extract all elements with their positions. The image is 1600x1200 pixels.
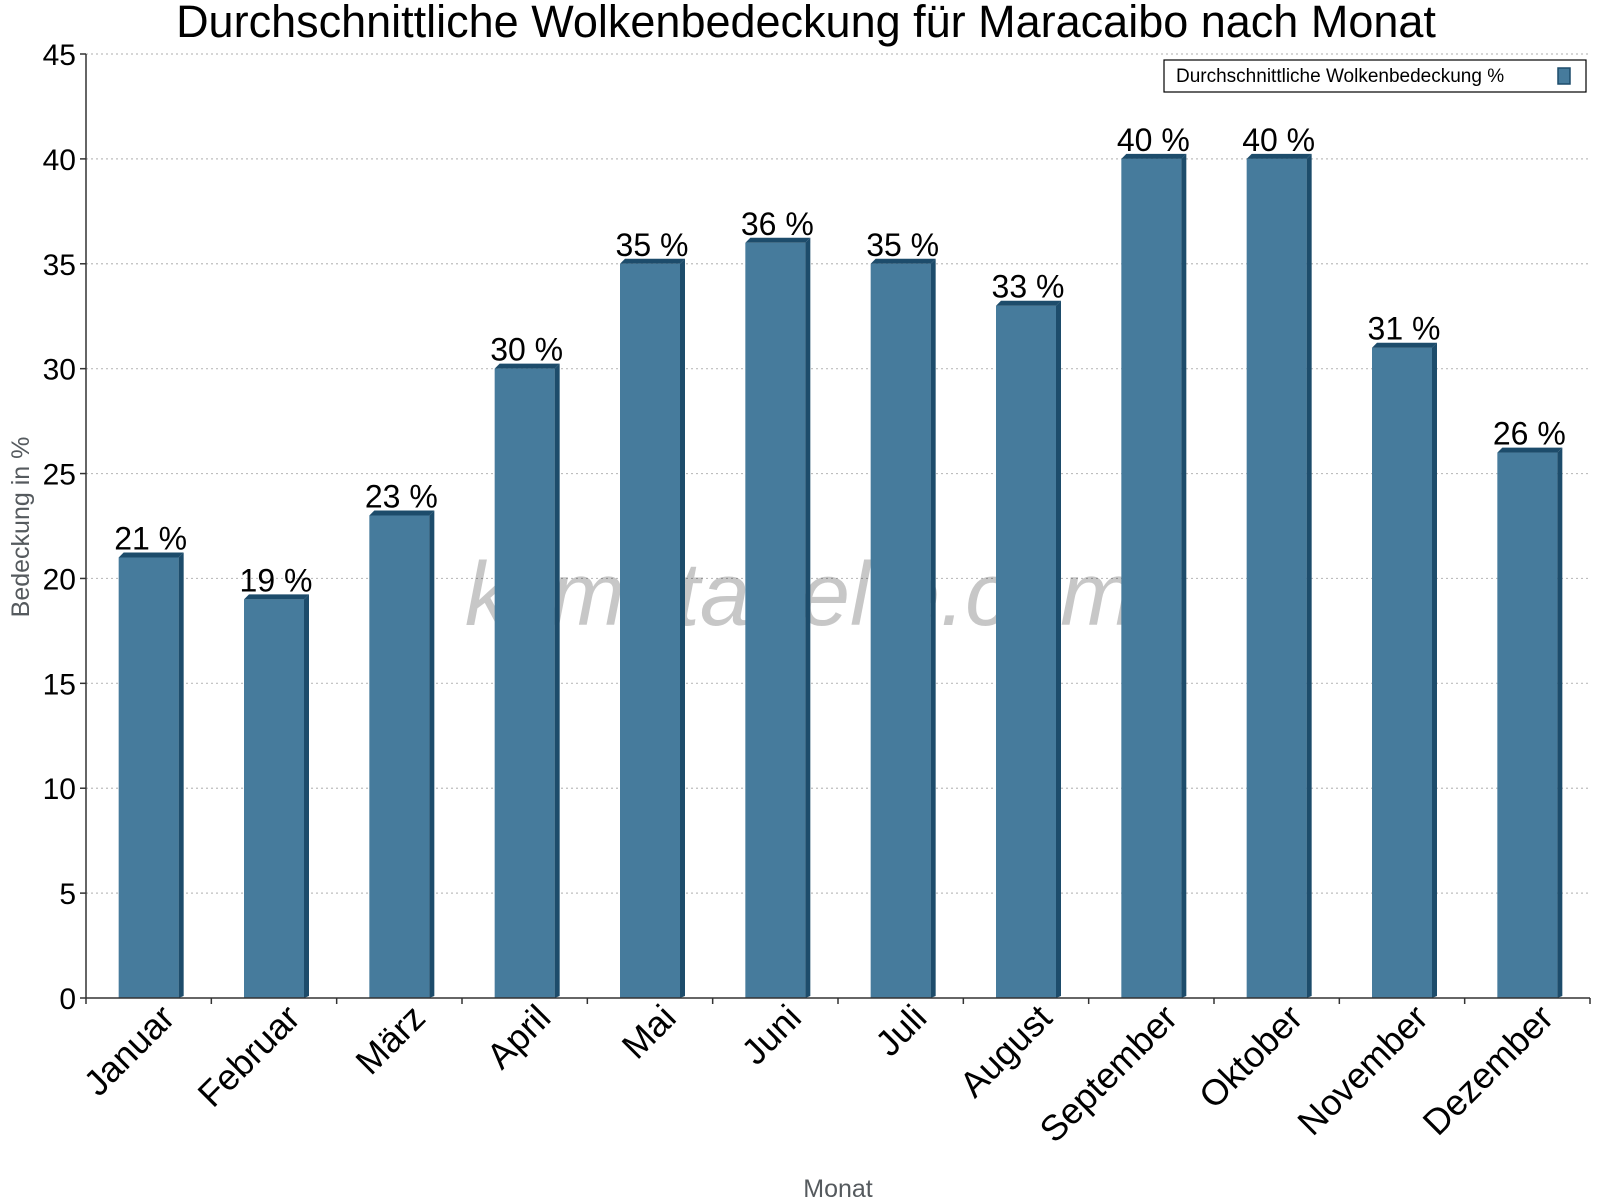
bar-top — [870, 258, 936, 264]
bar-top — [1497, 447, 1563, 453]
bar-top — [996, 300, 1061, 306]
bar — [870, 263, 931, 998]
bar-top — [620, 258, 685, 264]
bar-top — [1121, 153, 1187, 159]
x-tick-label: Februar — [190, 997, 308, 1115]
bar-side — [1306, 153, 1312, 998]
x-tick-label: April — [478, 997, 558, 1077]
data-label: 19 % — [240, 562, 313, 598]
bar-top — [745, 237, 811, 243]
bar-side — [554, 363, 560, 999]
x-tick-label: März — [347, 997, 433, 1083]
y-tick-label: 15 — [43, 668, 76, 701]
bar — [244, 599, 304, 998]
bar-side — [805, 237, 811, 999]
bar — [118, 557, 179, 998]
bar — [1497, 452, 1558, 999]
x-tick-label: Mai — [614, 997, 684, 1067]
bar-top — [244, 594, 309, 600]
bar-side — [680, 258, 685, 998]
y-tick-label: 10 — [43, 773, 76, 806]
bar-side — [1557, 447, 1563, 999]
bar-side — [429, 510, 435, 998]
bar-side — [304, 594, 309, 998]
y-tick-label: 20 — [43, 563, 76, 596]
data-labels: 21 % 19 % 23 % 30 % 35 % 36 % 35 % 33 % 40 % 40 %… — [114, 122, 1566, 599]
bar — [494, 368, 555, 999]
bar-top — [118, 552, 184, 558]
data-label: 23 % — [365, 479, 438, 515]
bar — [1372, 347, 1432, 998]
bar-side — [178, 552, 184, 998]
data-label: 26 % — [1493, 416, 1566, 452]
bar — [1121, 158, 1182, 998]
x-tick-label: Januar — [75, 997, 182, 1104]
x-tick-label: Oktober — [1191, 997, 1311, 1117]
data-label: 40 % — [1117, 122, 1190, 158]
bar-series — [118, 153, 1563, 999]
bar-top — [369, 510, 435, 516]
bar — [1246, 158, 1307, 998]
data-label: 21 % — [114, 520, 187, 556]
grid-lines — [86, 53, 1590, 894]
bar-side — [1181, 153, 1187, 998]
data-label: 36 % — [741, 206, 814, 242]
data-label: 40 % — [1242, 122, 1315, 158]
chart-title: Durchschnittliche Wolkenbedeckung für Ma… — [176, 0, 1436, 47]
bar-side — [1056, 300, 1061, 998]
y-axis-label: Bedeckung in % — [7, 437, 35, 618]
bar-top — [1372, 342, 1437, 348]
data-label: 35 % — [616, 227, 689, 263]
x-tick-label: Dezember — [1415, 997, 1561, 1143]
bar-top — [494, 363, 560, 369]
x-tick-label: Juli — [867, 997, 934, 1064]
bar-side — [1432, 342, 1437, 998]
legend: Durchschnittliche Wolkenbedeckung % — [1163, 59, 1587, 93]
data-label: 31 % — [1368, 311, 1441, 347]
y-tick-label: 0 — [59, 983, 76, 1016]
x-tick-label: September — [1031, 997, 1185, 1151]
bar-top — [1246, 153, 1312, 159]
y-tick-label: 45 — [43, 39, 76, 72]
x-tick-label: Juni — [733, 997, 809, 1073]
y-tick-label: 40 — [43, 144, 76, 177]
y-tick-label: 25 — [43, 459, 76, 492]
x-tick-label: August — [951, 997, 1059, 1105]
bar — [620, 263, 680, 998]
y-tick-label: 35 — [43, 249, 76, 282]
legend-box — [1163, 59, 1587, 93]
data-label: 33 % — [992, 269, 1065, 305]
legend-label: Durchschnittliche Wolkenbedeckung % — [1176, 66, 1504, 87]
y-tick-label: 5 — [59, 878, 76, 911]
bar — [996, 305, 1056, 998]
bar — [745, 242, 806, 999]
data-label: 35 % — [866, 227, 939, 263]
y-tick-label: 30 — [43, 354, 76, 387]
bar — [369, 515, 430, 998]
legend-swatch — [1557, 67, 1571, 85]
bar-side — [930, 258, 936, 998]
x-tick-label: November — [1289, 997, 1435, 1143]
data-label: 30 % — [490, 332, 563, 368]
x-axis-label: Monat — [803, 1175, 873, 1200]
